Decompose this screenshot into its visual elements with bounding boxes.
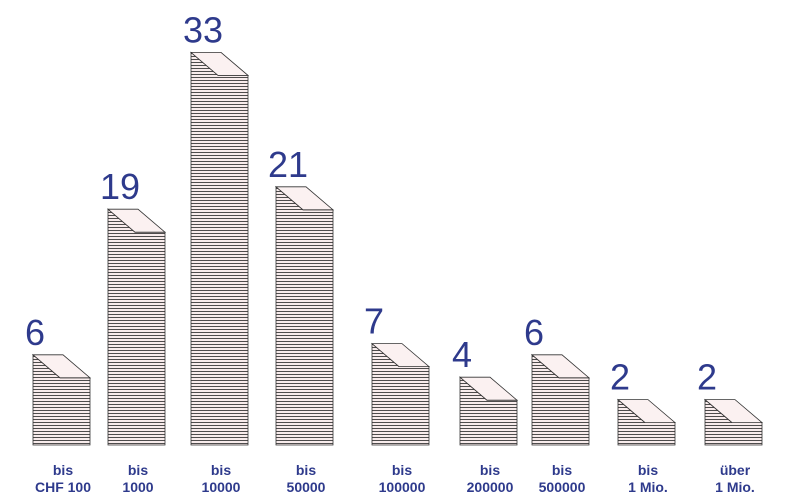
category-label: bis: [638, 462, 658, 478]
stack-top: [616, 399, 677, 424]
category-label: 50000: [287, 479, 326, 495]
paper-stack: [190, 51, 249, 446]
category-label: 500000: [539, 479, 586, 495]
category-label: 200000: [467, 479, 514, 495]
category-label: bis: [128, 462, 148, 478]
value-label: 21: [268, 144, 308, 185]
value-label: 7: [364, 301, 384, 342]
value-label: 4: [452, 334, 472, 375]
value-label: 19: [100, 166, 140, 207]
category-label: bis: [296, 462, 316, 478]
category-label: 10000: [202, 479, 241, 495]
stack-top: [703, 399, 764, 424]
category-label: 1000: [122, 479, 153, 495]
stack-top: [370, 343, 431, 368]
category-label: 100000: [379, 479, 426, 495]
category-label: CHF 100: [35, 479, 91, 495]
value-label: 33: [183, 9, 223, 50]
value-label: 2: [610, 357, 630, 398]
paper-stack: [275, 185, 334, 446]
stack-top: [106, 208, 167, 233]
category-label: 1 Mio.: [628, 479, 668, 495]
category-label: bis: [392, 462, 412, 478]
category-label: bis: [211, 462, 231, 478]
stack-top: [31, 354, 92, 379]
stack-top: [530, 354, 591, 379]
category-label: über: [720, 462, 751, 478]
paper-stack: [107, 208, 166, 446]
category-label: bis: [552, 462, 572, 478]
stack-top: [274, 186, 335, 211]
value-label: 2: [697, 357, 717, 398]
stack-top: [189, 52, 250, 76]
category-label: bis: [480, 462, 500, 478]
category-label: bis: [53, 462, 73, 478]
category-label: 1 Mio.: [715, 479, 755, 495]
value-label: 6: [524, 312, 544, 353]
value-label: 6: [25, 312, 45, 353]
stack-top: [458, 376, 519, 401]
